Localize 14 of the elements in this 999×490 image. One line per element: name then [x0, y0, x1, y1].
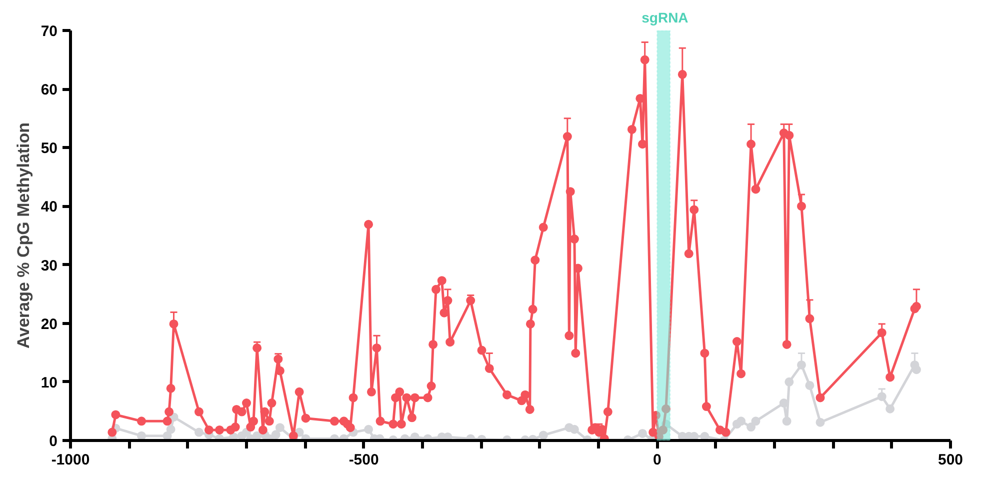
y-tick-label: 10 [40, 374, 58, 392]
y-tick-label: 0 [49, 433, 58, 450]
x-tick-label: 500 [938, 452, 964, 468]
y-tick-label: 60 [40, 82, 58, 99]
x-tick-label: 0 [652, 452, 662, 468]
y-tick-label: 30 [40, 257, 58, 274]
band-label: sgRNA [642, 10, 688, 26]
x-tick-label: -1000 [51, 452, 90, 468]
y-axis-title: Average % CpG Methylation [14, 122, 33, 349]
y-tick-label: 50 [40, 140, 58, 158]
y-tick-label: 40 [40, 198, 58, 216]
x-tick-label: -500 [348, 452, 379, 468]
y-tick-label: 20 [40, 316, 58, 333]
y-tick-label: 70 [40, 23, 58, 40]
